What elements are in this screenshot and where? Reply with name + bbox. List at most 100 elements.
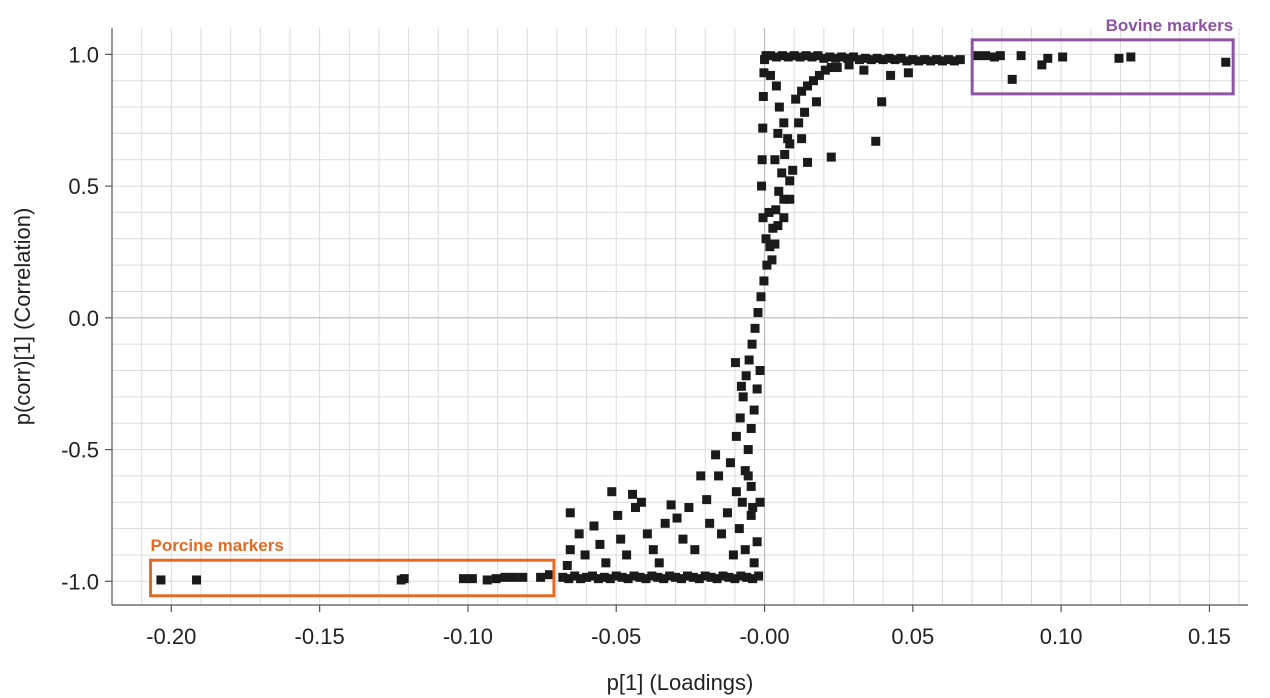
data-point: [902, 56, 912, 66]
data-point: [762, 260, 772, 270]
data-point: [743, 445, 753, 455]
data-point: [734, 524, 744, 534]
data-point: [717, 529, 727, 539]
y-tick-label: -0.5: [61, 438, 99, 463]
data-point: [724, 572, 734, 582]
data-point: [564, 574, 574, 584]
data-point: [629, 571, 639, 581]
data-point: [972, 51, 982, 61]
data-point: [767, 255, 777, 265]
data-point: [706, 572, 716, 582]
data-point: [588, 571, 598, 581]
data-point: [660, 518, 670, 528]
data-point: [803, 157, 813, 167]
y-tick-label: 1.0: [68, 42, 99, 67]
data-point: [731, 431, 741, 441]
data-point: [756, 292, 766, 302]
data-point: [943, 55, 953, 65]
data-point: [757, 181, 767, 191]
data-point: [642, 529, 652, 539]
data-point: [800, 107, 810, 117]
data-point: [694, 574, 704, 584]
x-tick-label: -0.00: [739, 624, 789, 649]
data-point: [871, 136, 881, 146]
data-point: [678, 534, 688, 544]
data-point: [785, 194, 795, 204]
data-point: [730, 358, 740, 368]
data-point: [607, 487, 617, 497]
data-point: [825, 52, 835, 62]
data-point: [731, 487, 741, 497]
data-point: [565, 508, 575, 518]
data-point: [814, 70, 824, 80]
data-point: [748, 574, 758, 584]
data-point: [755, 366, 765, 376]
data-point: [791, 94, 801, 104]
data-point: [565, 545, 575, 555]
data-point: [908, 55, 918, 65]
data-point: [743, 471, 753, 481]
data-point: [748, 503, 758, 513]
data-point: [742, 572, 752, 582]
annotation-box: [970, 38, 1235, 96]
data-point: [741, 371, 751, 381]
data-point: [773, 221, 783, 231]
data-point: [467, 574, 477, 584]
data-point: [783, 52, 793, 62]
data-point: [682, 571, 692, 581]
data-point: [820, 65, 830, 75]
data-point: [797, 134, 807, 144]
data-point: [622, 550, 632, 560]
data-point: [399, 574, 409, 584]
data-point: [1058, 52, 1068, 62]
x-tick-label: 0.15: [1188, 624, 1231, 649]
data-point: [740, 466, 750, 476]
data-point: [757, 155, 767, 165]
data-point: [872, 53, 882, 63]
data-point: [688, 572, 698, 582]
data-point: [1221, 57, 1231, 67]
data-point: [797, 86, 807, 96]
data-point: [826, 63, 836, 73]
data-point: [500, 572, 510, 582]
data-point: [1016, 51, 1026, 61]
data-point: [558, 572, 568, 582]
data-point: [777, 51, 787, 61]
data-point: [903, 68, 913, 78]
data-point: [773, 128, 783, 138]
data-point: [774, 186, 784, 196]
data-point: [759, 276, 769, 286]
data-point: [995, 51, 1005, 61]
data-point: [702, 495, 712, 505]
data-point: [937, 56, 947, 66]
data-point: [628, 489, 638, 499]
data-point: [747, 339, 757, 349]
annotation-label: Porcine markers: [151, 536, 284, 555]
data-point: [854, 55, 864, 65]
data-point: [582, 572, 592, 582]
data-point: [1114, 53, 1124, 63]
data-point: [807, 52, 817, 62]
data-point: [740, 545, 750, 555]
data-point: [837, 52, 847, 62]
data-point: [728, 550, 738, 560]
data-point: [755, 497, 765, 507]
data-point: [718, 571, 728, 581]
data-point: [631, 503, 641, 513]
data-point: [749, 558, 759, 568]
y-tick-label: 0.0: [68, 306, 99, 331]
data-point: [803, 81, 813, 91]
data-point: [156, 575, 166, 585]
data-point: [765, 70, 775, 80]
data-points: [156, 51, 1231, 585]
data-point: [605, 574, 615, 584]
data-point: [780, 149, 790, 159]
data-point: [671, 572, 681, 582]
data-point: [648, 545, 658, 555]
data-point: [826, 152, 836, 162]
x-tick-label: 0.10: [1040, 624, 1083, 649]
data-point: [696, 471, 706, 481]
data-point: [613, 510, 623, 520]
data-point: [844, 60, 854, 70]
